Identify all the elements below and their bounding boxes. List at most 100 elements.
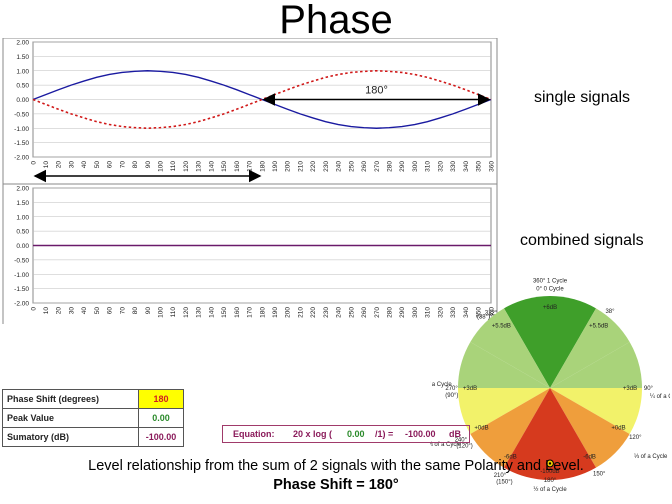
combined-signals-chart: 2.00 1.50 1.00 0.50 0.00 -0.50 -1.00 -1.50 -2.00…: [2, 184, 498, 324]
equation-result: -100.00: [405, 429, 436, 439]
wheel-label: -6dB: [504, 455, 517, 461]
period-arrow: [33, 169, 262, 183]
y-tick-label: 1.00: [16, 68, 29, 75]
y-tick-label: 1.00: [16, 214, 29, 221]
y-tick-label: -1.50: [14, 286, 29, 293]
sumatory-value: -100.00: [138, 427, 184, 447]
x-tick-label: 50: [94, 307, 101, 315]
y-tick-label: 2.00: [16, 40, 29, 47]
x-tick-label: 200: [285, 307, 292, 318]
x-tick-label: 10: [43, 307, 50, 315]
peak-value-label: Peak Value: [2, 408, 139, 428]
x-tick-label: 0: [30, 161, 37, 165]
x-tick-label: 180: [259, 161, 266, 172]
wheel-sector: [458, 388, 550, 434]
x-tick-label: 170: [247, 161, 254, 172]
phase-shift-value[interactable]: 180: [138, 389, 184, 409]
y-tick-label: 1.50: [16, 54, 29, 61]
y-tick-label: 2.00: [16, 186, 29, 193]
x-tick-label: 190: [272, 161, 279, 172]
wheel-label: 210°: [494, 473, 507, 479]
wheel-sector: [458, 342, 550, 388]
wheel-label: +3dB: [463, 386, 477, 392]
x-tick-label: 240: [336, 307, 343, 318]
x-tick-label: 350: [476, 161, 483, 172]
y-tick-label: 0.50: [16, 83, 29, 90]
wheel-sector: [470, 308, 550, 388]
x-tick-label: 190: [272, 307, 279, 318]
x-tick-label: 300: [412, 307, 419, 318]
x-tick-label: 60: [107, 307, 114, 315]
x-tick-label: 100: [158, 307, 165, 318]
x-tick-label: 360: [488, 161, 495, 172]
x-tick-label: 350: [476, 307, 483, 318]
y-tick-label: -2.00: [14, 155, 29, 162]
phase-arrow-label: 180°: [365, 85, 388, 97]
wheel-sector: [550, 308, 630, 388]
x-tick-label: 10: [43, 161, 50, 169]
wheel-label: 270°: [445, 386, 458, 392]
wheel-label: +6dB: [543, 305, 557, 311]
x-tick-label: 120: [183, 307, 190, 318]
x-tick-label: 280: [387, 307, 394, 318]
y-tick-label: 0.00: [16, 97, 29, 104]
wheel-sector: [550, 388, 630, 468]
x-tick-label: 70: [119, 161, 126, 169]
phase-wheel: 360° 1 Cycle 0° 0 Cycle +6dB (38°)322° +5.5d…: [430, 278, 670, 493]
single-signals-label: single signals: [534, 89, 631, 106]
x-tick-label: 290: [399, 307, 406, 318]
equation-box: Equation: 20 x log ( 0.00 /1) = -100.00 …: [222, 425, 470, 443]
wheel-label: +3dB: [623, 386, 637, 392]
y-tick-label: -0.50: [14, 257, 29, 264]
x-tick-label: 260: [361, 161, 368, 172]
x-tick-label: 340: [463, 161, 470, 172]
x-tick-label: 340: [463, 307, 470, 318]
x-tick-label: 200: [285, 161, 292, 172]
wheel-label: 360° 1 Cycle: [533, 278, 568, 284]
wheel-label: +5.5dB: [589, 324, 608, 330]
wheel-label: (38°): [477, 315, 490, 321]
x-tick-label: 330: [450, 307, 457, 318]
wheel-label: +0dB: [611, 426, 625, 432]
wheel-sector: [470, 388, 550, 468]
page-title: Phase: [279, 0, 393, 42]
x-tick-label: 80: [132, 307, 139, 315]
x-tick-label: 240: [336, 161, 343, 172]
x-tick-label: 230: [323, 307, 330, 318]
equation-prefix: Equation:: [233, 429, 275, 439]
x-tick-label: 250: [348, 161, 355, 172]
wheel-label: ⅔ of a Cycle: [430, 442, 462, 448]
x-tick-label: 300: [412, 161, 419, 172]
wheel-label: 0° 0 Cycle: [536, 287, 564, 293]
x-tick-label: 30: [68, 161, 75, 169]
x-tick-label: 150: [221, 161, 228, 172]
combined-signals-label: combined signals: [520, 232, 644, 249]
single-signals-chart: 2.00 1.50 1.00 0.50 0.00 -0.50 -1.00 -1.50 -2.00…: [2, 38, 498, 184]
equation-formula: 20 x log (: [293, 429, 333, 439]
equation-unit: dB: [449, 429, 461, 439]
x-tick-label: 180: [259, 307, 266, 318]
x-tick-label: 140: [208, 161, 215, 172]
phase-shift-label: Phase Shift (degrees): [2, 389, 139, 409]
x-tick-label: 30: [68, 307, 75, 315]
sumatory-row: Sumatory (dB) -100.00: [2, 427, 184, 447]
phase-marker-dot: [548, 462, 552, 465]
y-tick-label: 0.00: [16, 243, 29, 250]
wheel-label: ¼ of a Cycle: [650, 394, 670, 400]
x-tick-label: 90: [145, 161, 152, 169]
x-tick-label: 360: [488, 307, 495, 318]
x-tick-label: 320: [437, 307, 444, 318]
phase-shift-row: Phase Shift (degrees) 180: [2, 389, 184, 409]
wheel-label: (120°): [456, 444, 472, 450]
x-tick-label: 310: [425, 307, 432, 318]
wheel-label: 240°: [455, 438, 468, 444]
x-tick-label: 220: [310, 307, 317, 318]
x-tick-label: 320: [437, 161, 444, 172]
x-tick-label: 40: [81, 161, 88, 169]
x-tick-label: 130: [196, 307, 203, 318]
x-tick-label: 250: [348, 307, 355, 318]
caption-phase-shift: Phase Shift = 180°: [273, 477, 399, 493]
wheel-label: +5.5dB: [492, 324, 511, 330]
y-tick-label: -2.00: [14, 301, 29, 308]
x-tick-label: 50: [94, 161, 101, 169]
